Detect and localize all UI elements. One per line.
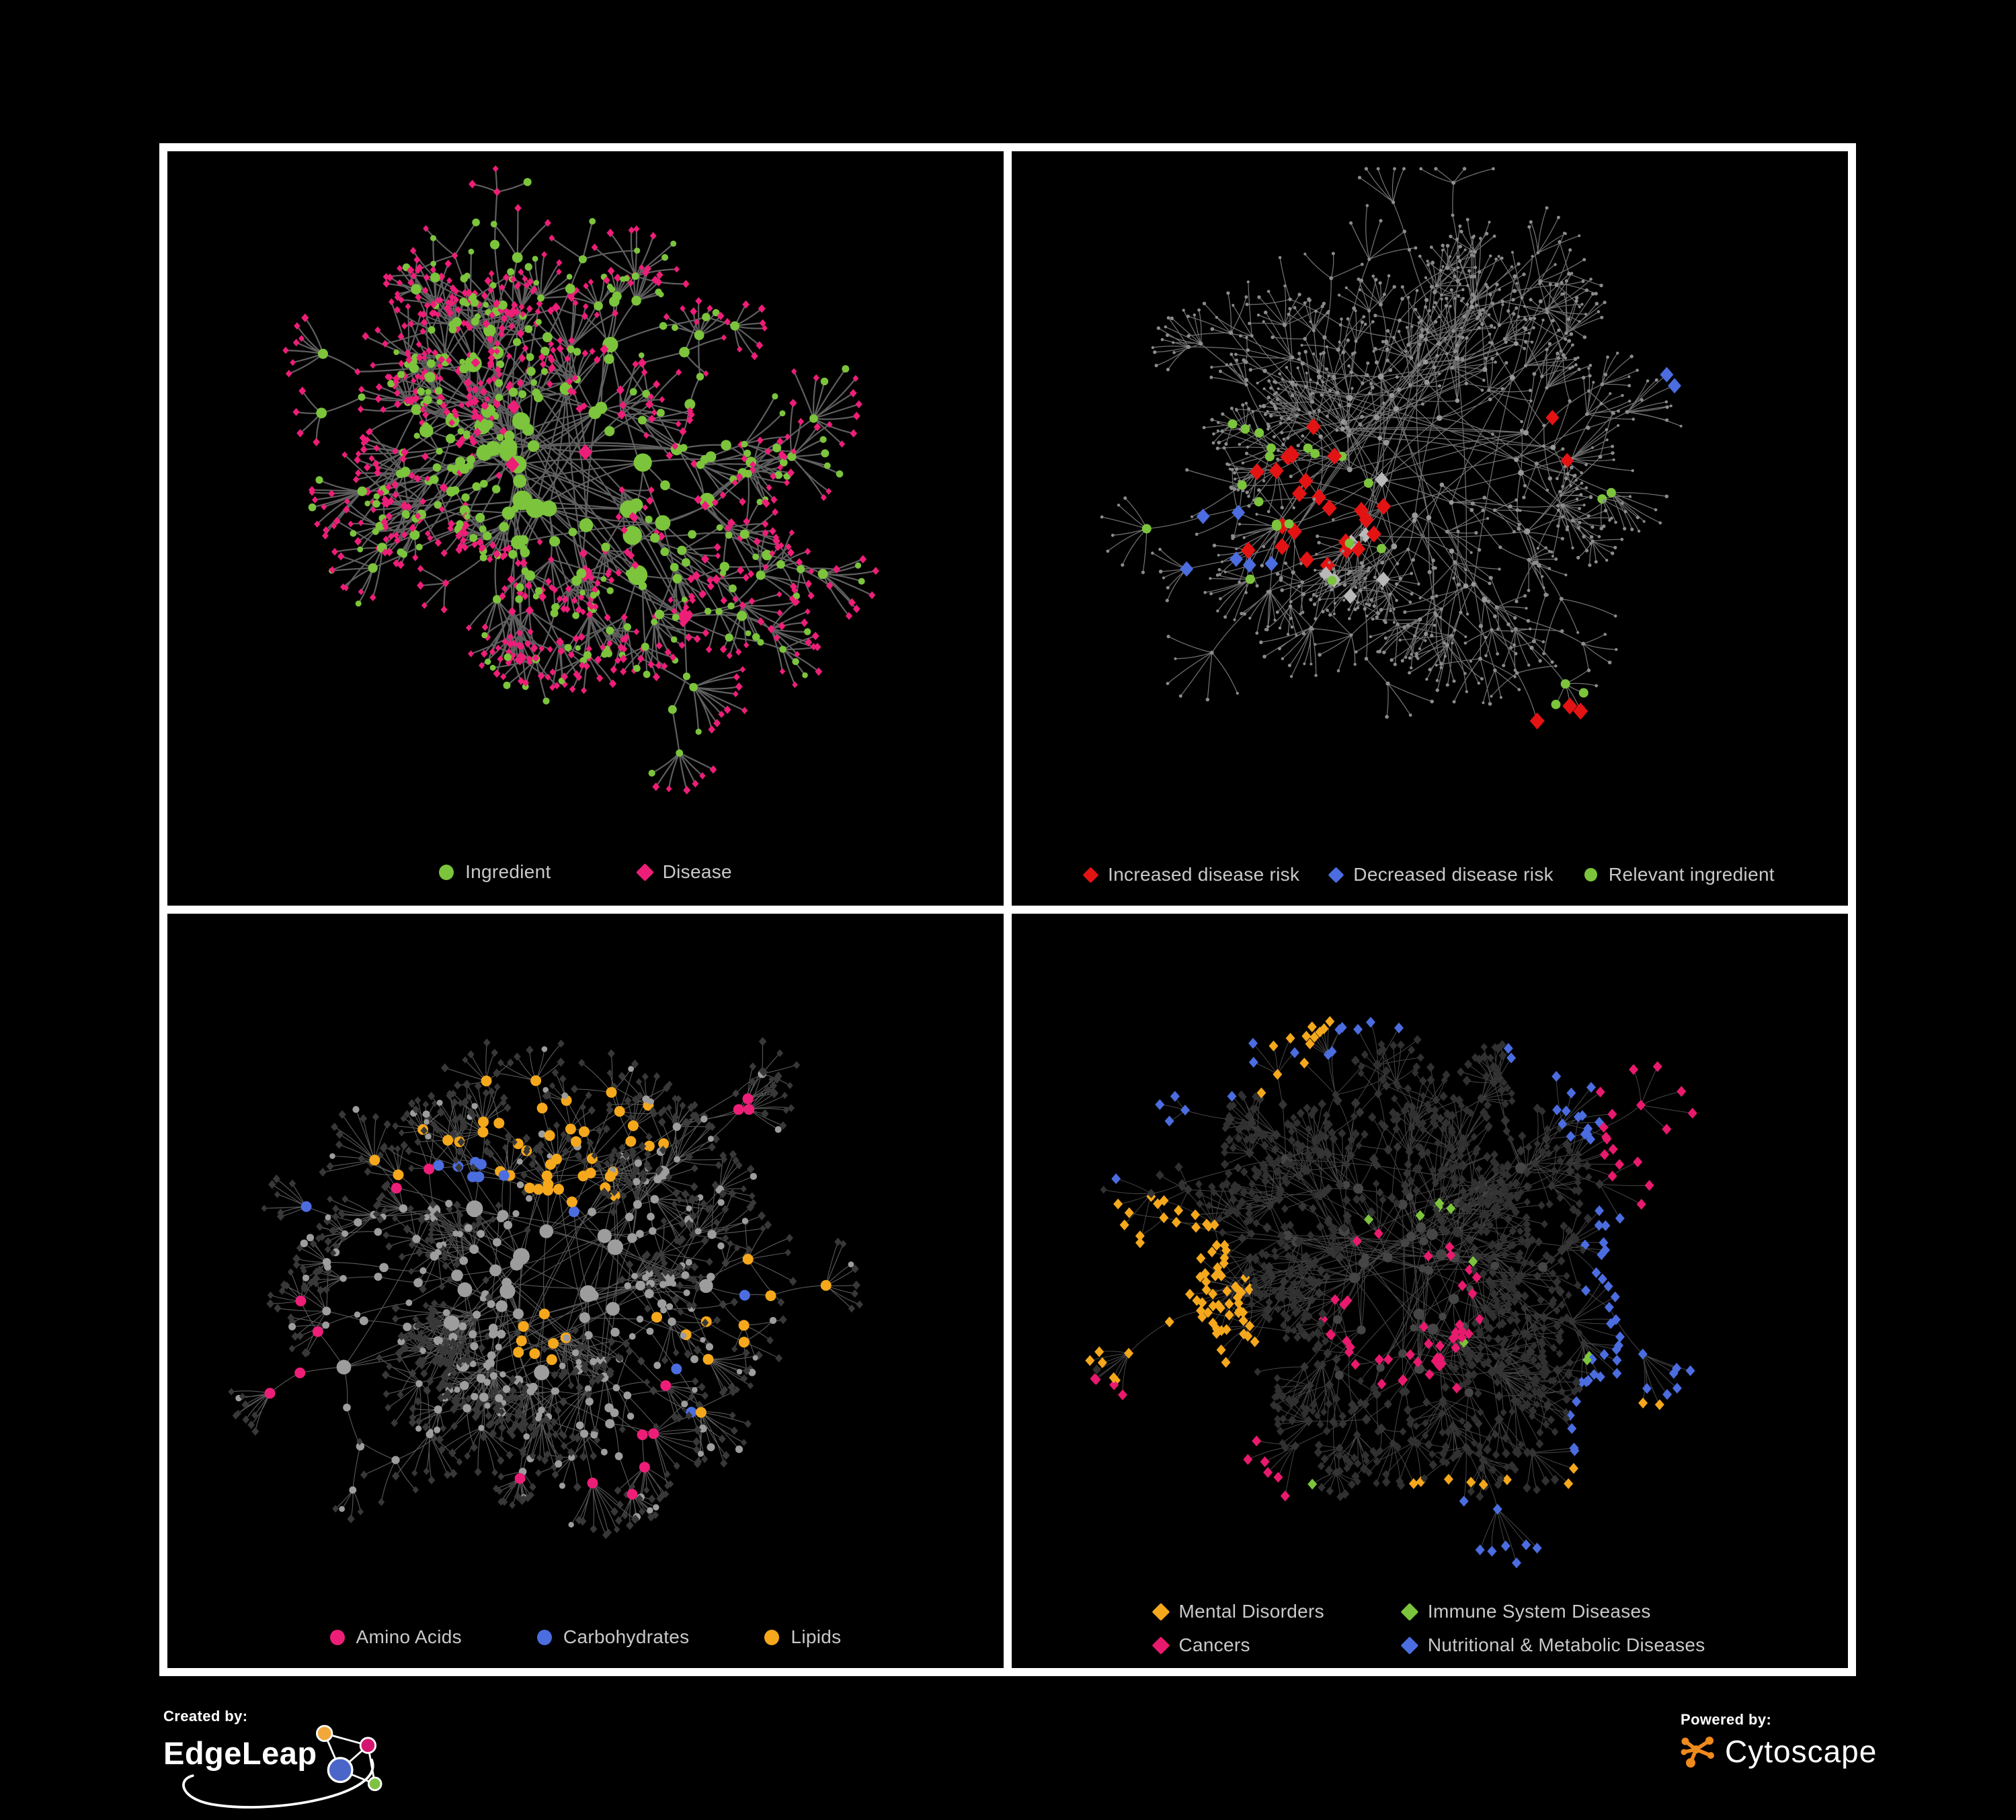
legend-label-immune-system-diseases: Immune System Diseases [1427,1601,1651,1622]
amino-acids-marker-icon [329,1629,345,1645]
ingredient-marker-icon [439,864,454,880]
panel-ingredient-disease: Ingredient Disease [167,151,1004,906]
legend-label-lipids: Lipids [791,1626,842,1647]
cytoscape-branding: Powered by: Cytosc [1681,1711,1963,1792]
panel-macronutrients: Amino Acids Carbohydrates Lipids [167,914,1004,1668]
network-disease-risk [1012,151,1848,906]
panel-disease-risk: Increased disease risk Decreased disease… [1012,151,1848,906]
lipids-marker-icon [764,1629,780,1645]
legend-label-relevant-ingredient: Relevant ingredient [1608,864,1775,885]
cancers-marker-icon [1152,1636,1170,1655]
created-by-label: Created by: [163,1708,248,1725]
disease-marker-icon [635,863,654,881]
cytoscape-logo-icon [1681,1737,1714,1768]
legend-item: Immune System Diseases [1400,1601,1651,1622]
powered-by-label: Powered by: [1681,1711,1772,1728]
mental-disorders-marker-icon [1152,1602,1170,1621]
legend-label-ingredient: Ingredient [465,861,551,882]
nutritional-metabolic-marker-icon [1400,1636,1419,1655]
legend-item: Lipids [764,1626,841,1648]
legend-item: Mental Disorders [1152,1601,1324,1622]
legend-label-carbohydrates: Carbohydrates [563,1626,690,1647]
legend-disease-risk: Increased disease risk Decreased disease… [1012,864,1848,885]
legend-label-cancers: Cancers [1178,1634,1250,1655]
edgeleap-logo-icon [182,1725,382,1809]
legend-label-nutritional-metabolic: Nutritional & Metabolic Diseases [1427,1634,1705,1655]
relevant-ingredient-marker-icon [1584,868,1597,881]
legend-ingredient-disease: Ingredient Disease [167,861,1004,883]
legend-item: Ingredient [439,861,551,883]
network-disease-classes [1012,914,1848,1668]
legend-item: Carbohydrates [536,1626,690,1648]
edgeleap-branding: Created by: EdgeLeap [163,1708,446,1809]
legend-label-disease: Disease [662,861,732,882]
network-ingredient-disease [167,151,1004,906]
increased-risk-marker-icon [1082,866,1099,883]
four-panel-grid: Ingredient Disease Increased disease ris… [159,143,1856,1676]
carbohydrates-marker-icon [536,1629,552,1645]
immune-system-diseases-marker-icon [1400,1602,1419,1621]
legend-item: Decreased disease risk [1328,864,1554,885]
edgeleap-wordmark: EdgeLeap [163,1735,317,1771]
legend-item: Disease [635,861,732,883]
legend-label-increased-risk: Increased disease risk [1108,864,1300,885]
legend-item: Nutritional & Metabolic Diseases [1400,1634,1705,1656]
legend-label-amino-acids: Amino Acids [356,1626,462,1647]
legend-item: Relevant ingredient [1584,864,1775,885]
network-macronutrients [167,914,1004,1668]
legend-item: Cancers [1152,1634,1250,1656]
cytoscape-wordmark: Cytoscape [1725,1734,1878,1769]
legend-macronutrients: Amino Acids Carbohydrates Lipids [167,1626,1004,1648]
legend-label-decreased-risk: Decreased disease risk [1353,864,1554,885]
decreased-risk-marker-icon [1328,866,1344,883]
legend-disease-classes: Mental Disorders Immune System Diseases … [1152,1601,1705,1656]
panel-disease-classes: Mental Disorders Immune System Diseases … [1012,914,1848,1668]
legend-item: Increased disease risk [1082,864,1300,885]
legend-item: Amino Acids [329,1626,462,1648]
legend-label-mental-disorders: Mental Disorders [1178,1601,1324,1622]
